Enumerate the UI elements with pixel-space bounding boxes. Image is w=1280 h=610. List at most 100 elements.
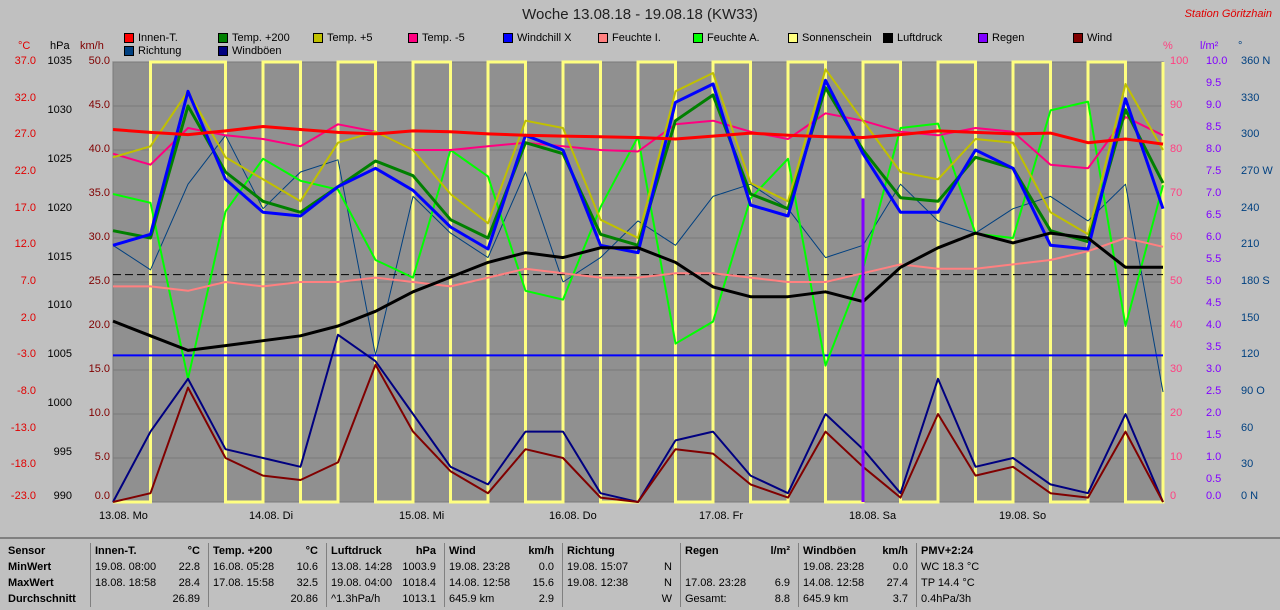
stats-cell-value: 22.8 <box>178 561 200 573</box>
axis-tick-label: 50 <box>1170 275 1183 287</box>
legend-swatch <box>598 33 608 43</box>
stats-cell-value: 20.86 <box>290 593 318 605</box>
stats-cell-text <box>213 591 290 607</box>
stats-cell-text: 19.08. 23:28 <box>803 561 865 573</box>
legend-swatch <box>313 33 323 43</box>
axis-tick-label: -3.0 <box>17 348 36 361</box>
axis-tick-label: 150 <box>1241 311 1260 324</box>
axis-tick-label: 50.0 <box>88 55 110 67</box>
stats-column-unit: hPa <box>415 545 436 557</box>
stats-cell-value: 32.5 <box>296 577 318 589</box>
legend-item: Sonnenschein <box>788 32 872 44</box>
x-day-label: 15.08. Mi <box>399 510 445 522</box>
axis-tick-label: 2.0 <box>1206 407 1222 419</box>
axis-tick-label: 330 <box>1241 91 1260 104</box>
stats-cell-text: 0.4hPa/3h <box>921 593 972 605</box>
stats-cell-text: 17.08. 15:58 <box>213 577 275 589</box>
axis-tick-label: 60 <box>1170 231 1183 243</box>
stats-cell-value: 26.89 <box>172 593 200 605</box>
stats-column: Temp. +200 °C 16.08. 05:28 10.6 17.08. 15:58… <box>208 543 322 607</box>
x-day-label: 19.08. So <box>999 510 1047 522</box>
x-day-label: 13.08. Mo <box>99 510 148 522</box>
legend-swatch <box>124 33 134 43</box>
stats-cell-text: 645.9 km <box>449 593 495 605</box>
legend-item: Wind <box>1073 32 1112 44</box>
windchill-line <box>112 78 1165 255</box>
axis-tick-label: 210 <box>1241 238 1260 251</box>
legend-item: Temp. +200 <box>218 32 290 44</box>
stats-label-max: MaxWert <box>8 577 54 589</box>
stats-cell-value: 0.0 <box>538 561 554 573</box>
axis-tick-label: 80 <box>1170 143 1183 155</box>
axis-tick-label: 7.5 <box>1206 165 1222 177</box>
axis-tick-label: 0.0 <box>1206 490 1222 502</box>
axis-tick-label: 10 <box>1170 451 1183 463</box>
stats-cell-text <box>685 559 790 575</box>
axis-tick-label: 1020 <box>47 201 72 214</box>
stats-column: PMV+2:24 WC 18.3 °C TP 14.4 °C 0.4hPa/3h <box>916 543 1036 607</box>
legend-label: Temp. -5 <box>422 32 465 44</box>
direction-line <box>112 134 1164 393</box>
rain-bar <box>861 198 865 502</box>
stats-column-title: Temp. +200 <box>213 545 273 557</box>
legend-label: Temp. +5 <box>327 32 373 44</box>
axis-tick-label: 3.0 <box>1206 363 1222 375</box>
legend-swatch <box>1073 33 1083 43</box>
legend-label: Windböen <box>232 45 282 57</box>
legend-item: Windchill X <box>503 32 571 44</box>
axis-tick-label: 90 <box>1170 99 1183 111</box>
axis-tick-label: 1030 <box>47 103 72 116</box>
axis-tick-label: 5.0 <box>1206 275 1222 287</box>
axis-tick-label: 995 <box>53 446 72 459</box>
legend-label: Feuchte A. <box>707 32 760 44</box>
axis-tick-label: 15.0 <box>88 363 110 375</box>
stats-cell-value: 15.6 <box>532 577 554 589</box>
press-unit: hPa <box>50 40 70 52</box>
axis-tick-label: 35.0 <box>88 187 110 199</box>
stats-column: Regen l/m² 17.08. 23:28 6.9 Gesamt: 8.8 <box>680 543 794 607</box>
stats-cell-text: 16.08. 05:28 <box>213 561 275 573</box>
axis-tick-label: 45.0 <box>88 99 110 111</box>
axis-tick-label: 1010 <box>47 299 72 312</box>
stats-cell-value: 3.7 <box>892 593 908 605</box>
stats-cell-value <box>1032 575 1036 591</box>
stats-label-avg: Durchschnitt <box>8 593 76 605</box>
axis-tick-label: 0 <box>1170 490 1177 502</box>
stats-panel: Sensor MinWert MaxWert Durchschnitt Inne… <box>0 537 1280 610</box>
legend-item: Windböen <box>218 45 282 57</box>
legend-label: Windchill X <box>517 32 572 44</box>
axis-tick-label: 70 <box>1170 187 1183 199</box>
axis-tick-label: 1025 <box>47 152 72 165</box>
stats-column: Wind km/h 19.08. 23:28 0.0 14.08. 12:58 15.6 6… <box>444 543 558 607</box>
x-day-label: 16.08. Do <box>549 510 597 522</box>
legend-item: Luftdruck <box>883 32 942 44</box>
axis-tick-label: -8.0 <box>17 385 36 397</box>
wind-line <box>112 363 1164 503</box>
stats-cell-text: 19.08. 15:07 <box>567 561 629 573</box>
stats-cell-text: Gesamt: <box>685 593 727 605</box>
stats-cell-value <box>1032 559 1036 575</box>
stats-cell-text: 19.08. 23:28 <box>449 561 511 573</box>
axis-tick-label: 37.0 <box>14 55 36 67</box>
legend-label: Luftdruck <box>897 32 943 44</box>
axis-tick-label: 0.5 <box>1206 473 1222 485</box>
stats-cell-value: 1018.4 <box>402 577 436 589</box>
stats-column-title: Wind <box>449 545 476 557</box>
axis-tick-label: 9.5 <box>1206 77 1222 89</box>
stats-cell-text <box>567 591 662 607</box>
axis-tick-label: 300 <box>1241 128 1260 141</box>
legend-label: Temp. +200 <box>232 32 290 44</box>
x-day-label: 14.08. Di <box>249 510 294 522</box>
axis-tick-label: 5.5 <box>1206 253 1222 265</box>
axis-tick-label: 270 W <box>1241 165 1273 177</box>
axis-tick-label: 7.0 <box>1206 187 1222 199</box>
stats-cell-value <box>790 559 794 575</box>
stats-cell-text: 19.08. 04:00 <box>331 577 393 589</box>
stats-cell-value: 1013.1 <box>402 593 436 605</box>
humidity-indoor-line <box>113 237 1164 292</box>
axis-tick-label: 8.5 <box>1206 121 1222 133</box>
stats-column-title: Luftdruck <box>331 545 382 557</box>
stats-column-unit <box>672 543 676 559</box>
legend-label: Sonnenschein <box>802 32 872 44</box>
axis-tick-label: 4.5 <box>1206 297 1222 309</box>
